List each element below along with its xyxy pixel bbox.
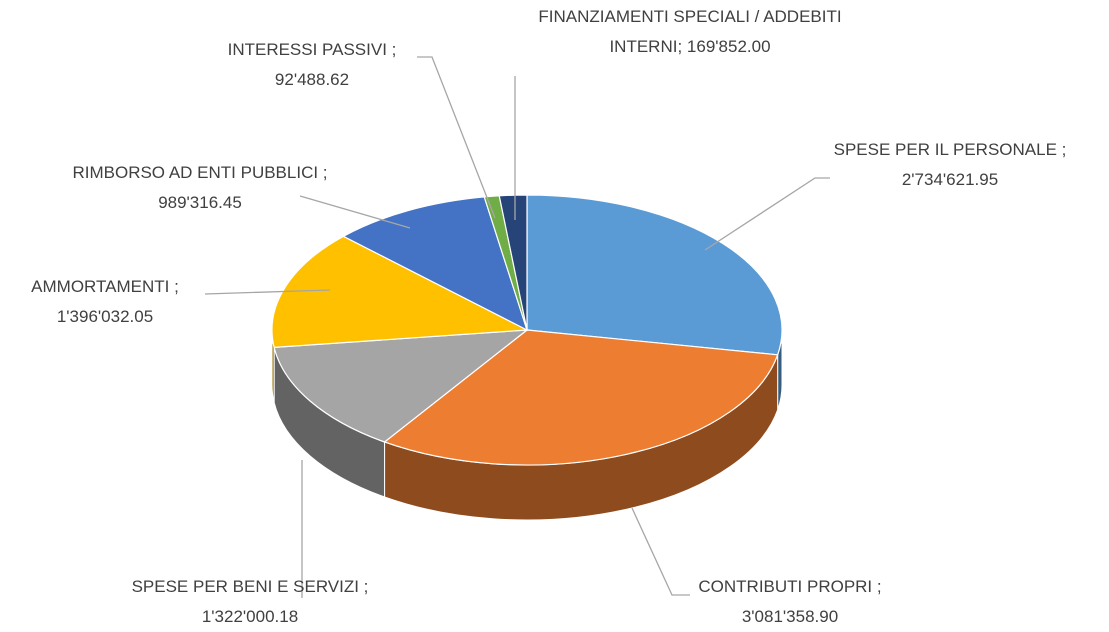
leader-line (704, 177, 830, 251)
data-label: SPESE PER IL PERSONALE ; 2'734'621.95 (820, 135, 1080, 195)
category-label: INTERESSI PASSIVI ; (227, 40, 397, 59)
slice (383, 329, 779, 466)
leader-lines (204, 56, 830, 598)
slice (342, 196, 529, 332)
category-label: SPESE PER IL PERSONALE ; (833, 140, 1067, 159)
data-label: FINANZIAMENTI SPECIALI / ADDEBITI INTERN… (520, 2, 860, 62)
category-label: SPESE PER BENI E SERVIZI ; (131, 577, 369, 596)
slice (498, 194, 528, 331)
value-label: 92'488.62 (274, 70, 350, 89)
value-label: 1'322'000.18 (201, 607, 299, 626)
leader-line (299, 195, 411, 229)
category-label: RIMBORSO AD ENTI PUBBLICI ; (72, 163, 328, 182)
category-label: AMMORTAMENTI ; (31, 277, 179, 296)
data-label: SPESE PER BENI E SERVIZI ; 1'322'000.18 (110, 572, 390, 632)
slice (271, 235, 530, 349)
value-label: 169'852.00 (686, 37, 771, 56)
leader-line (204, 289, 331, 295)
category-label: CONTRIBUTI PROPRI ; (698, 577, 882, 596)
value-label: 989'316.45 (158, 193, 242, 212)
data-label: RIMBORSO AD ENTI PUBBLICI ; 989'316.45 (40, 158, 360, 218)
slice (273, 329, 529, 443)
leader-line (631, 507, 690, 596)
data-label: CONTRIBUTI PROPRI ; 3'081'358.90 (660, 572, 920, 632)
category-label: FINANZIAMENTI SPECIALI / ADDEBITI INTERN… (538, 7, 842, 56)
value-label: 2'734'621.95 (901, 170, 999, 189)
slice-tops (271, 194, 783, 466)
slice (526, 194, 783, 356)
leader-line (417, 56, 496, 219)
data-label: AMMORTAMENTI ; 1'396'032.05 (0, 272, 210, 332)
data-label: INTERESSI PASSIVI ; 92'488.62 (202, 35, 422, 95)
value-label: 1'396'032.05 (56, 307, 154, 326)
value-label: 3'081'358.90 (741, 607, 839, 626)
